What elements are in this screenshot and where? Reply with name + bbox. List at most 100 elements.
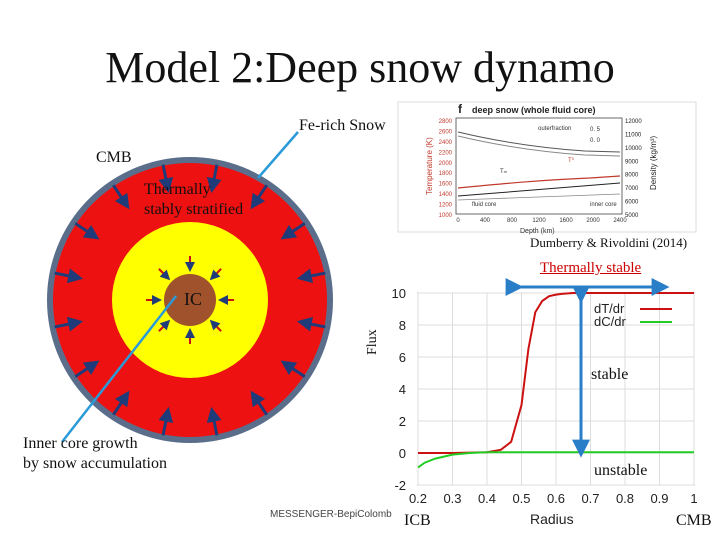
inner-core-growth-line1: Inner core growth — [23, 435, 138, 452]
page-title: Model 2:Deep snow dynamo — [105, 43, 615, 92]
inset-annot-00: 0. 0 — [590, 138, 601, 144]
legend-label-dT: dT/dr — [594, 301, 625, 316]
snow-arrow — [296, 316, 326, 332]
inset-x-tick: 0 — [456, 218, 460, 224]
inset-right-tick: 5000 — [625, 213, 639, 219]
y-tick-label: 8 — [399, 318, 406, 333]
snow-arrow — [158, 164, 174, 194]
x-tick-label: 0.6 — [547, 491, 565, 506]
inset-right-ticks: 12000 11000 10000 9000 8000 7000 6000 5000 — [625, 119, 642, 219]
inset-annot-fluid-core: fluid core — [472, 202, 497, 208]
y-tick-label: 10 — [392, 286, 406, 301]
snow-arrow — [280, 222, 306, 240]
snow-arrow — [206, 164, 222, 194]
snow-arrow — [54, 268, 84, 284]
series-line-dC — [417, 451, 694, 469]
inset-left-tick: 2000 — [439, 161, 453, 167]
inset-y-left-label: Temperature (K) — [425, 137, 434, 195]
inner-arrow — [158, 268, 171, 281]
snow-arrow — [250, 390, 268, 416]
snow-arrow — [112, 390, 130, 416]
x-tick-label: 0.7 — [581, 491, 599, 506]
inner-arrow — [209, 268, 222, 281]
snow-arrow — [158, 406, 174, 436]
snow-arrow — [250, 184, 268, 210]
x-tick-label: 0.2 — [409, 491, 427, 506]
inset-x-tick: 1200 — [532, 218, 546, 224]
inset-left-tick: 1800 — [439, 171, 453, 177]
inset-x-label: Depth (km) — [520, 228, 555, 235]
snow-fall-arrows — [54, 164, 326, 436]
cmb-bottom-label: CMB — [676, 512, 712, 529]
inset-left-tick: 1200 — [439, 203, 453, 209]
y-axis-label: Flux — [365, 329, 380, 355]
flux-chart: -2 0 2 4 6 8 10 0.2 0.3 0.4 0.5 0.6 0.7 0.8 0.9 1 dT/d… — [392, 286, 698, 527]
inner-core-label: IC — [184, 289, 202, 309]
inset-annot-tm: Tₘ — [500, 169, 508, 175]
inset-right-tick: 6000 — [625, 200, 639, 206]
x-tick-label: 0.3 — [443, 491, 461, 506]
inset-heading: deep snow (whole fluid core) — [472, 105, 596, 115]
inset-right-tick: 11000 — [625, 132, 642, 138]
inset-left-tick: 2400 — [439, 140, 453, 146]
inset-right-tick: 12000 — [625, 119, 642, 125]
inner-core-pointer-line — [61, 295, 177, 443]
inset-curve-solidus — [457, 182, 621, 197]
inset-right-tick: 10000 — [625, 146, 642, 152]
x-axis-label: Radius — [530, 511, 574, 527]
inset-left-tick: 1000 — [439, 213, 453, 219]
thermally-stratified-line2: stably stratified — [144, 201, 244, 218]
inset-right-tick: 7000 — [625, 186, 639, 192]
inner-core-disk — [164, 274, 216, 326]
inset-left-tick: 2600 — [439, 129, 453, 135]
citation: Dumberry & Rivoldini (2014) — [530, 235, 688, 250]
inner-arrow — [158, 319, 171, 332]
cmb-top-label: CMB — [96, 149, 132, 166]
inner-arrow — [209, 319, 222, 332]
inset-x-tick: 2400 — [613, 218, 627, 224]
inset-x-ticks: 0 400 800 1200 1600 2000 2400 — [456, 218, 627, 224]
inset-x-tick: 800 — [507, 218, 518, 224]
inset-curve-density — [457, 175, 621, 189]
legend-label-dC: dC/dr — [594, 314, 626, 329]
inset-right-tick: 8000 — [625, 173, 639, 179]
snow-arrow — [280, 360, 306, 378]
inset-right-tick: 9000 — [625, 159, 639, 165]
inset-left-tick: 1400 — [439, 192, 453, 198]
flux-chart-x-ticks: 0.2 0.3 0.4 0.5 0.6 0.7 0.8 0.9 1 — [409, 491, 698, 506]
y-tick-label: 6 — [399, 350, 406, 365]
x-tick-label: 0.5 — [512, 491, 530, 506]
inset-x-tick: 2000 — [586, 218, 600, 224]
inset-annot-inner-core: inner core — [590, 202, 617, 208]
inset-annot-outerfraction: outerfraction — [538, 126, 571, 132]
core-cross-section — [47, 157, 333, 443]
inset-y-right-label: Density (kg/m³) — [649, 135, 658, 190]
x-tick-label: 1 — [690, 491, 697, 506]
icb-label: ICB — [404, 512, 431, 529]
inset-annot-t0: T⁰ — [568, 157, 575, 164]
x-tick-label: 0.8 — [616, 491, 634, 506]
inset-left-ticks: 2800 2600 2400 2200 2000 1800 1600 1400 1200 1000 — [439, 119, 453, 219]
inset-left-tick: 1600 — [439, 182, 453, 188]
unstable-label: unstable — [594, 462, 648, 479]
inset-curve-liquidus — [457, 193, 621, 201]
snow-arrow — [296, 268, 326, 284]
y-tick-label: 2 — [399, 414, 406, 429]
inset-panel-letter: f — [458, 102, 463, 116]
inset-curve-temperature-1 — [457, 131, 621, 153]
y-tick-label: 4 — [399, 382, 406, 397]
snow-arrow — [112, 184, 130, 210]
inset-figure: f deep snow (whole fluid core) 280026002… — [397, 101, 697, 235]
thermally-stratified-line1: Thermally — [144, 181, 211, 198]
flux-chart-legend: dT/dr dC/dr — [594, 301, 672, 329]
x-tick-label: 0.9 — [650, 491, 668, 506]
y-tick-label: 0 — [399, 446, 406, 461]
inset-left-tick: 2200 — [439, 150, 453, 156]
footer-text: MESSENGER-BepiColomb — [270, 509, 392, 520]
inset-x-tick: 1600 — [559, 218, 573, 224]
snow-arrow — [74, 360, 100, 378]
snow-arrow — [206, 406, 222, 436]
stable-label: stable — [591, 366, 629, 383]
fe-rich-snow-label: Fe-rich Snow — [299, 117, 386, 134]
